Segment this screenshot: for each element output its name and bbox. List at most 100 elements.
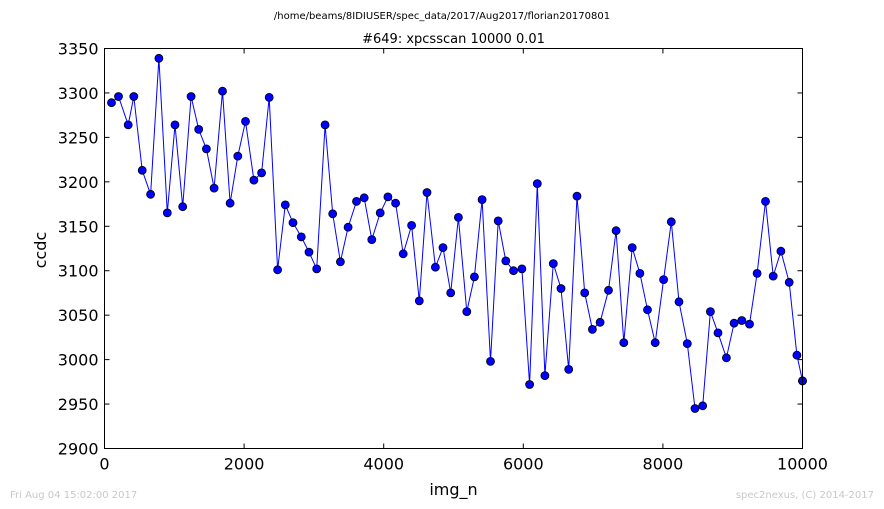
data-point (304, 247, 314, 257)
data-point (784, 277, 794, 287)
y-tick-label: 3100 (58, 262, 99, 281)
data-point (129, 92, 139, 101)
data-point (493, 216, 503, 226)
y-tick-label: 3050 (58, 306, 99, 325)
data-point (194, 124, 204, 134)
plot-frame (104, 48, 803, 449)
data-point (706, 307, 715, 317)
x-tick-label: 0 (99, 455, 109, 474)
data-point (107, 98, 116, 108)
data-point (556, 284, 566, 293)
x-tick-label: 4000 (363, 455, 404, 474)
data-point (343, 222, 353, 232)
data-point (619, 338, 629, 348)
data-point (367, 235, 377, 245)
data-point (114, 92, 123, 101)
data-point (320, 120, 330, 130)
data-point (352, 196, 361, 206)
data-point (469, 272, 479, 282)
axis-ticks: 0 2000 4000 6000 8000 10000 2900 2950 3000 3050 31… (58, 40, 828, 474)
data-point (611, 226, 621, 236)
data-point (588, 324, 597, 334)
data-point (761, 196, 770, 206)
data-point (218, 86, 227, 96)
data-point (225, 198, 235, 208)
data-point (438, 243, 448, 253)
data-point (572, 191, 582, 201)
y-axis-label: ccdc (31, 232, 50, 269)
data-point (296, 232, 306, 242)
data-point (776, 246, 786, 256)
data-point (335, 257, 345, 267)
footer-timestamp: Fri Aug 04 15:02:00 2017 (10, 490, 138, 501)
data-point (162, 208, 172, 218)
data-point (525, 380, 534, 389)
data-point (548, 259, 558, 269)
data-point (713, 328, 723, 338)
chart-suptitle: /home/beams/8IDIUSER/spec_data/2017/Aug2… (274, 11, 610, 22)
series-line (111, 58, 803, 410)
data-point (462, 307, 472, 317)
data-point (690, 404, 700, 413)
data-point (328, 209, 338, 219)
data-point (595, 317, 605, 327)
data-point (288, 218, 298, 228)
data-point (682, 339, 692, 349)
data-point (635, 268, 645, 278)
data-point (249, 175, 259, 185)
x-tick-label: 2000 (224, 455, 265, 474)
data-point (643, 305, 652, 315)
y-tick-label: 3300 (58, 84, 99, 103)
data-point (659, 275, 668, 285)
data-series (107, 53, 807, 413)
data-point (312, 264, 322, 274)
y-tick-label: 2950 (58, 395, 99, 414)
data-point (233, 151, 243, 161)
data-point (375, 208, 385, 218)
data-point (745, 319, 754, 329)
x-tick-label: 6000 (503, 455, 544, 474)
data-point (477, 195, 487, 205)
data-point (264, 93, 274, 102)
data-point (178, 202, 188, 212)
x-tick-label: 10000 (777, 455, 828, 474)
data-point (273, 265, 283, 275)
y-tick-label: 3150 (58, 217, 99, 236)
data-point (154, 53, 164, 63)
data-point (201, 144, 211, 154)
y-tick-label: 3200 (58, 173, 99, 192)
data-point (209, 183, 219, 193)
data-point (407, 220, 417, 230)
y-tick-label: 3000 (58, 351, 99, 370)
data-point (430, 262, 440, 272)
data-point (414, 296, 424, 306)
data-point (446, 288, 456, 298)
data-point (580, 288, 590, 298)
data-point (737, 316, 747, 325)
data-point (241, 117, 250, 126)
data-point (486, 356, 495, 366)
data-point (666, 217, 676, 227)
data-point (792, 350, 802, 360)
y-tick-label: 3250 (58, 128, 99, 147)
data-point (359, 193, 369, 203)
data-point (123, 120, 133, 130)
data-point (257, 168, 267, 178)
data-point (564, 364, 574, 374)
x-tick-label: 8000 (643, 455, 684, 474)
data-point (627, 243, 637, 253)
data-point (698, 401, 708, 411)
data-point (453, 212, 463, 222)
data-point (398, 249, 408, 259)
data-point (280, 200, 290, 210)
data-point (540, 371, 550, 381)
data-point (501, 256, 511, 266)
data-point (517, 264, 527, 274)
footer-credit: spec2nexus, (C) 2014-2017 (735, 490, 874, 501)
data-point (604, 285, 613, 295)
data-point (146, 189, 156, 199)
x-axis-label: img_n (429, 480, 477, 500)
data-point (391, 198, 401, 208)
y-tick-label: 2900 (58, 440, 99, 459)
